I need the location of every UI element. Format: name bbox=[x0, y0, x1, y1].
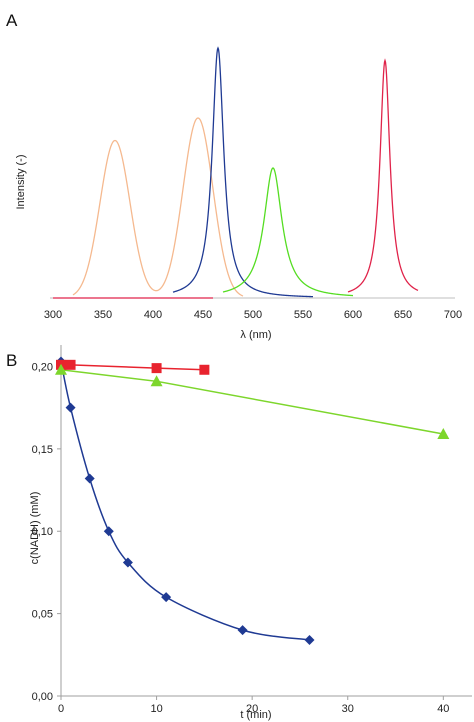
panel-b-y-ticks: 0,00 0,05 0,10 0,15 0,20 bbox=[32, 361, 61, 703]
panel-a-y-axis-title: Intensity (-) bbox=[15, 154, 27, 209]
panel-label-a: A bbox=[6, 11, 18, 30]
panel-a-x-tick-label: 450 bbox=[194, 309, 212, 321]
panel-a-x-tick-label: 700 bbox=[444, 309, 462, 321]
panel-label-b: B bbox=[6, 351, 17, 370]
panel-b-x-tick-label: 30 bbox=[342, 703, 354, 715]
panel-a-x-tick-label: 300 bbox=[44, 309, 62, 321]
panel-a-x-tick-label: 400 bbox=[144, 309, 162, 321]
panel-a-x-tick-label: 350 bbox=[94, 309, 112, 321]
panel-b-data-point-diamond bbox=[65, 402, 76, 413]
panel-b-x-ticks: 0 10 20 30 40 bbox=[58, 696, 449, 715]
panel-b-data-point-diamond bbox=[304, 634, 315, 645]
panel-a-x-ticks: 300 350 400 450 500 550 600 650 700 bbox=[44, 309, 462, 321]
panel-b-y-tick-label: 0,00 bbox=[32, 691, 53, 703]
panel-b-x-tick-label: 40 bbox=[437, 703, 449, 715]
panel-b-data-point-square bbox=[65, 359, 76, 370]
panel-a-series bbox=[53, 46, 419, 299]
panel-b-data-point-diamond bbox=[237, 625, 248, 636]
panel-a-x-tick-label: 500 bbox=[244, 309, 262, 321]
panel-b-x-tick-label: 0 bbox=[58, 703, 64, 715]
panel-b-data-point-square bbox=[151, 363, 162, 374]
panel-a-x-tick-label: 550 bbox=[294, 309, 312, 321]
panel-a-x-axis-title: λ (nm) bbox=[240, 329, 271, 341]
panel-b-lines bbox=[60, 361, 444, 641]
panel-a-x-tick-label: 600 bbox=[344, 309, 362, 321]
panel-b-data-point-triangle bbox=[55, 363, 67, 375]
panel-b-data-point-diamond bbox=[161, 592, 172, 603]
panel-b-y-axis-title: c(NADH) (mM) bbox=[29, 492, 41, 565]
panel-b-markers bbox=[55, 356, 450, 645]
panel-b-series-line-2 bbox=[60, 369, 444, 435]
panel-b-x-tick-label: 20 bbox=[246, 703, 258, 715]
panel-b-data-point-triangle bbox=[150, 375, 163, 387]
panel-b-data-point-square bbox=[199, 364, 210, 375]
panel-b-data-point-diamond bbox=[122, 557, 133, 568]
panel-a-x-tick-label: 650 bbox=[394, 309, 412, 321]
panel-a-series-line-1 bbox=[172, 46, 314, 298]
panel-b-x-axis-title: t (min) bbox=[240, 709, 271, 721]
panel-b-data-point-triangle bbox=[437, 428, 450, 440]
panel-a-series-line-3 bbox=[347, 58, 419, 293]
panel-b-y-tick-label: 0,05 bbox=[32, 609, 53, 621]
panel-b-series-line-1 bbox=[61, 364, 205, 371]
panel-a-series-line-2 bbox=[222, 167, 354, 297]
panel-b-x-tick-label: 10 bbox=[150, 703, 162, 715]
panel-b-y-tick-label: 0,10 bbox=[32, 526, 53, 538]
panel-b-data-point-diamond bbox=[103, 526, 114, 537]
panel-a-series-line-0 bbox=[72, 117, 244, 297]
panel-b-y-tick-label: 0,15 bbox=[32, 444, 53, 456]
panel-b-data-point-diamond bbox=[84, 473, 95, 484]
panel-b-y-tick-label: 0,20 bbox=[32, 361, 53, 373]
